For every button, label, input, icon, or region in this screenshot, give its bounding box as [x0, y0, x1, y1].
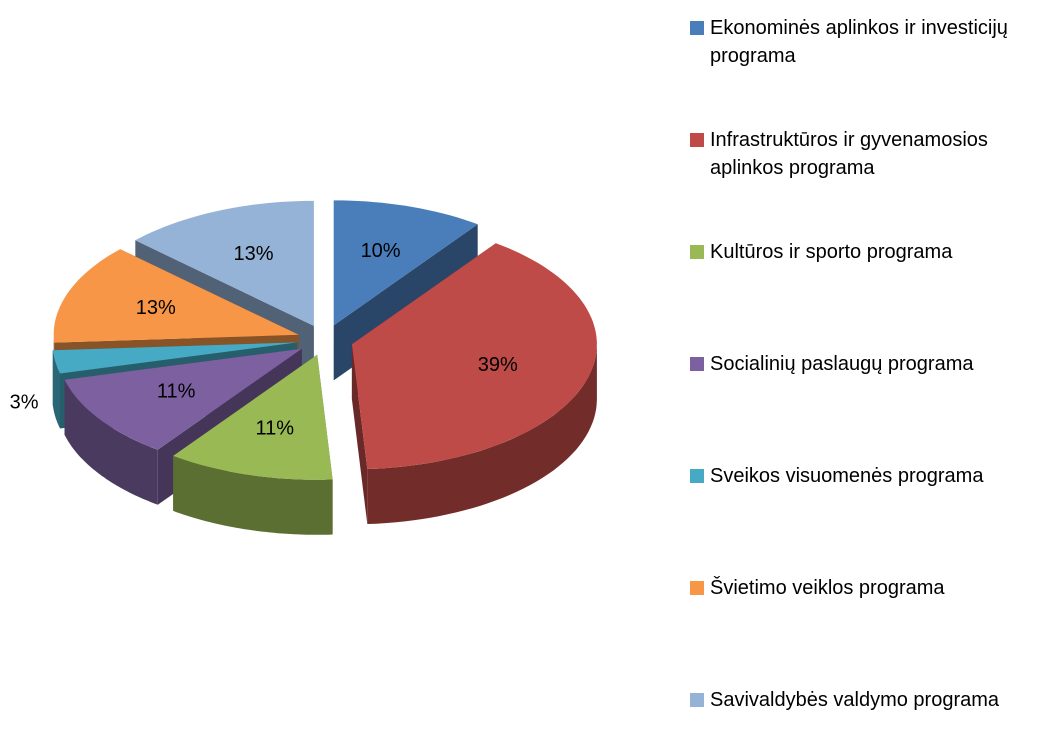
data-label: 10% [361, 240, 401, 262]
legend-swatch [690, 469, 704, 483]
data-label: 11% [256, 417, 295, 439]
legend-item: Infrastruktūros ir gyvenamosios aplinkos… [690, 126, 1035, 182]
legend-item: Ekonominės aplinkos ir investicijų progr… [690, 14, 1035, 70]
slice [64, 348, 302, 450]
slice-face [351, 344, 368, 524]
legend-label: Infrastruktūros ir gyvenamosios aplinkos… [710, 129, 988, 179]
data-label: 11% [157, 380, 196, 402]
chart: 10% 39% 11% 11% 3% 13% 13% [10, 200, 597, 535]
legend-label: Savivaldybės valdymo programa [710, 689, 1000, 711]
legend-swatch [690, 21, 704, 35]
legend-swatch [690, 357, 704, 371]
data-label: 39% [478, 354, 518, 376]
legend-label: Sveikos visuomenės programa [710, 465, 984, 487]
legend-label: Kultūros ir sporto programa [710, 241, 953, 263]
data-label: 3% [10, 392, 39, 414]
slice-side [173, 455, 333, 535]
slice [333, 200, 478, 326]
legend-swatch [690, 245, 704, 259]
legend: Ekonominės aplinkos ir investicijų progr… [690, 0, 1035, 740]
data-label: 13% [136, 297, 176, 319]
legend-label: Švietimo veiklos programa [710, 577, 945, 599]
slice [52, 342, 298, 374]
legend-swatch [690, 133, 704, 147]
legend-item: Socialinių paslaugų programa [690, 350, 1035, 378]
legend-label: Socialinių paslaugų programa [710, 353, 974, 375]
slice-side [64, 379, 158, 505]
slice-side [52, 350, 60, 429]
slice [173, 354, 333, 480]
legend-item: Sveikos visuomenės programa [690, 462, 1035, 490]
slice-side [367, 344, 597, 524]
legend-item: Kultūros ir sporto programa [690, 238, 1035, 266]
slice [351, 243, 597, 469]
slice [53, 249, 299, 343]
legend-label: Ekonominės aplinkos ir investicijų progr… [710, 17, 1008, 67]
legend-swatch [690, 581, 704, 595]
legend-item: Švietimo veiklos programa [690, 574, 1035, 602]
legend-swatch [690, 693, 704, 707]
legend-item: Savivaldybės valdymo programa [690, 686, 1035, 714]
slice [135, 200, 314, 326]
data-label: 13% [234, 243, 274, 265]
